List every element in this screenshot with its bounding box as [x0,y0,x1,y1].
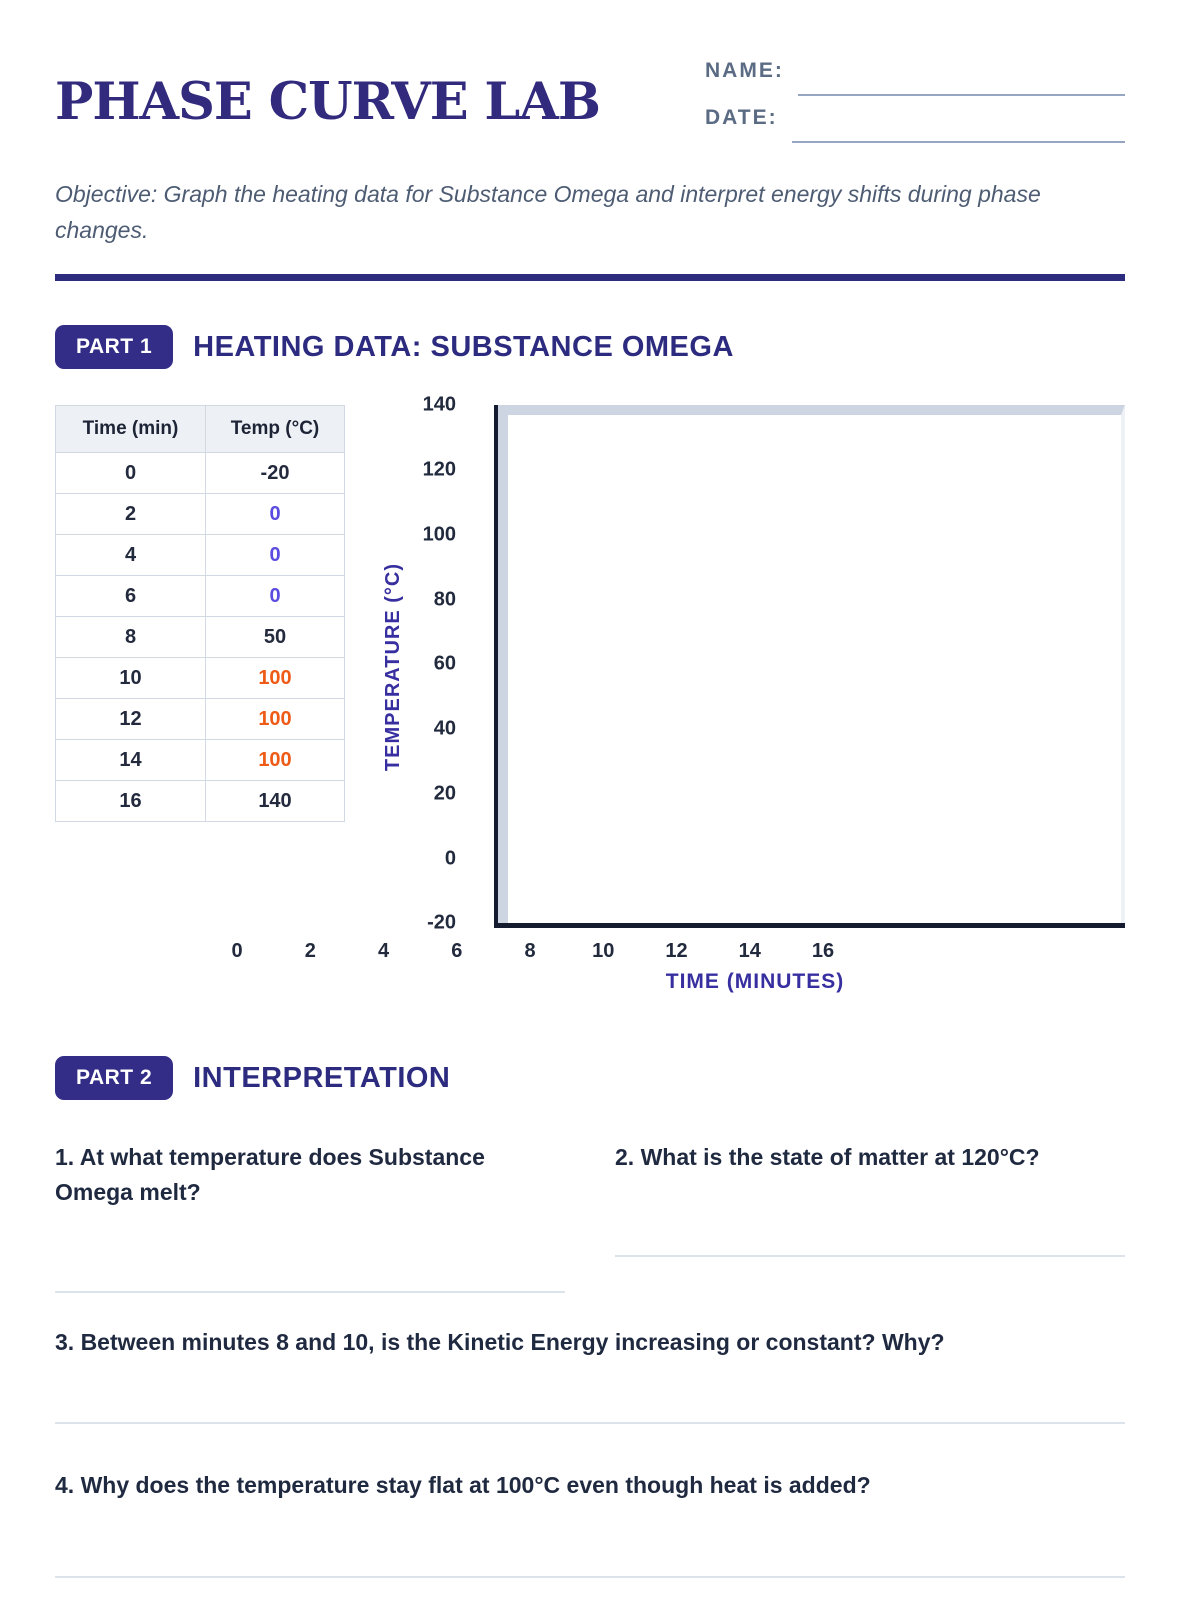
name-date-fields: NAME: DATE: [705,52,1125,143]
objective-text: Objective: Graph the heating data for Su… [55,181,1041,243]
temp-cell: 0 [205,534,345,577]
table-row: 8 50 [55,616,345,659]
name-field-row: NAME: [705,52,1125,96]
y-axis-tick-label: 0 [444,847,456,870]
time-cell: 4 [55,534,206,577]
x-axis-tick-label: 10 [592,940,615,963]
time-cell: 0 [55,452,206,495]
time-cell: 6 [55,575,206,618]
question-2-answer-line[interactable] [615,1254,1125,1257]
question-1: 1. At what temperature does Substance Om… [55,1144,485,1205]
temp-cell: 50 [205,616,345,659]
temp-cell: 0 [205,493,345,536]
table-row: 10 100 [55,657,345,700]
chart-area: TEMPERATURE (°C) 140 120 100 80 60 40 20 0 -20 [380,394,1125,934]
section-divider [55,274,1125,282]
question-1-block: 1. At what temperature does Substance Om… [55,1140,565,1294]
y-axis-tick-label: 80 [433,588,456,611]
x-axis-tick-label: 0 [231,940,243,963]
part2-badge: PART 2 [55,1056,174,1101]
page-title: PHASE CURVE LAB [55,72,601,132]
time-cell: 8 [55,616,206,659]
x-axis-title: TIME (MINUTES) [665,970,845,994]
x-axis-tick-label: 12 [665,940,688,963]
part2-header: PART 2 INTERPRETATION [55,1056,1125,1101]
temp-cell: -20 [205,452,345,495]
header: PHASE CURVE LAB NAME: DATE: [55,46,1125,143]
part2-heading: INTERPRETATION [193,1061,451,1094]
x-axis-tick-label: 8 [524,940,536,963]
time-cell: 14 [55,739,206,782]
name-label: NAME: [705,59,784,82]
question-2-block: 2. What is the state of matter at 120°C? [615,1140,1125,1293]
y-axis-title: TEMPERATURE (°C) [381,562,404,771]
table-row: 16 140 [55,780,345,823]
temp-cell: 100 [205,698,345,741]
table-header-time: Time (min) [55,405,206,454]
time-cell: 2 [55,493,206,536]
table-row: 0 -20 [55,452,345,495]
y-axis-tick-label: 100 [422,523,456,546]
y-axis-tick-label: 140 [422,393,456,416]
x-axis-tick-label: 4 [377,940,390,963]
y-axis-tick-label: 20 [433,782,456,805]
question-2: 2. What is the state of matter at 120°C? [615,1144,1040,1171]
y-axis-ticks: 140 120 100 80 60 40 20 0 -20 [406,394,456,934]
x-axis-tick-label: 16 [811,940,835,963]
table-row: 14 100 [55,739,345,782]
y-axis-title-col: TEMPERATURE (°C) [380,405,406,928]
heating-data-table: Time (min) Temp (°C) 0 -20 2 0 4 0 6 0 8 50 10 100 1… [55,405,345,823]
question-4: 4. Why does the temperature stay flat at… [55,1471,871,1498]
date-input-line[interactable] [791,141,1125,143]
temp-cell: 100 [205,657,345,700]
y-axis-tick-label: 60 [433,652,456,675]
x-axis-tick-label: 6 [451,940,463,963]
x-axis-tick-label: 14 [738,940,761,963]
question-3-answer-line[interactable] [55,1421,1125,1424]
plot-grid-blank [498,405,1125,924]
temp-cell: 140 [205,780,345,823]
question-4-answer-line[interactable] [55,1576,1125,1579]
table-header-temp: Temp (°C) [205,405,345,454]
date-field-row: DATE: [705,99,1125,143]
x-axis-title-row: TIME (MINUTES) [390,970,1120,994]
part1-badge: PART 1 [55,325,174,370]
questions-row: 1. At what temperature does Substance Om… [55,1140,1125,1294]
y-axis-tick-label: -20 [427,911,456,934]
temp-cell: 100 [205,739,345,782]
time-cell: 10 [55,657,206,700]
time-cell: 12 [55,698,206,741]
question-3: 3. Between minutes 8 and 10, is the Kine… [55,1329,945,1356]
data-and-chart-row: Time (min) Temp (°C) 0 -20 2 0 4 0 6 0 8 50 10 100 1… [55,394,1125,934]
question-1-answer-line[interactable] [55,1291,565,1294]
y-axis-tick-label: 120 [422,458,456,481]
table-header-row: Time (min) Temp (°C) [55,405,345,454]
time-cell: 16 [55,780,206,823]
part1-heading: HEATING DATA: SUBSTANCE OMEGA [193,330,734,363]
name-input-line[interactable] [797,94,1125,96]
table-row: 12 100 [55,698,345,741]
part1-header: PART 1 HEATING DATA: SUBSTANCE OMEGA [55,325,1125,370]
temp-cell: 0 [205,575,345,618]
plot-area[interactable] [494,405,1125,929]
date-label: DATE: [705,106,778,129]
y-axis-tick-label: 40 [433,717,456,740]
x-axis-ticks: 0 2 4 6 8 10 12 14 16 [55,940,1125,968]
x-axis-tick-label: 2 [304,940,316,963]
